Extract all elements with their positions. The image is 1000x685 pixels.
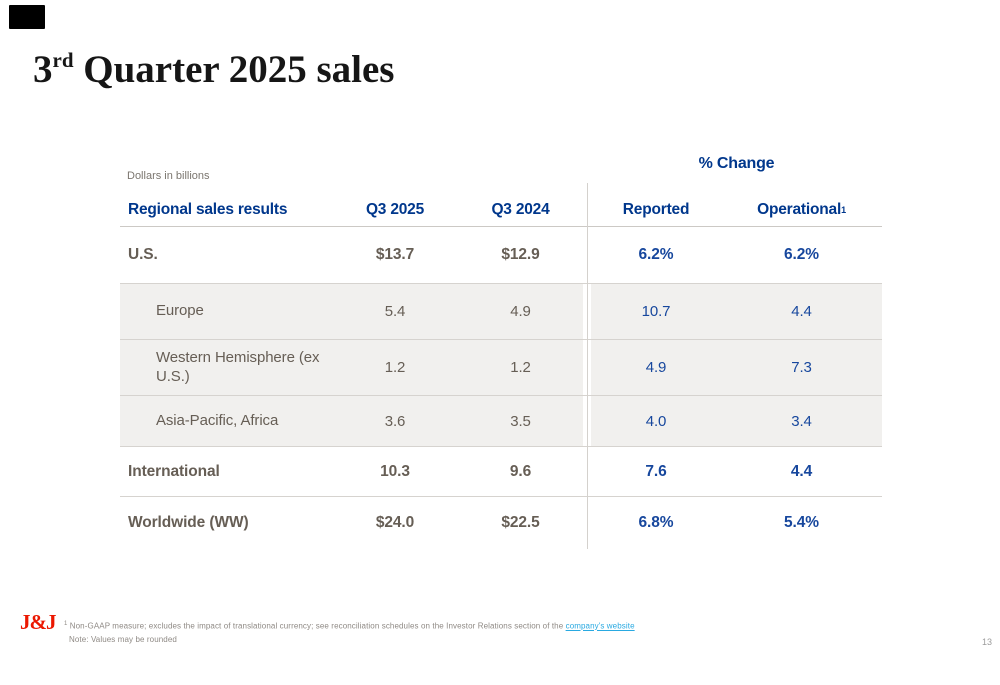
reported-change: 10.7 <box>641 303 671 320</box>
row-label: U.S. <box>128 246 158 264</box>
rounding-note: Note: Values may be rounded <box>69 634 177 644</box>
q3-2024-value: $22.5 <box>501 514 540 531</box>
top-left-marker <box>9 5 45 29</box>
table-row-us: U.S. $13.7 $12.9 6.2% 6.2% <box>120 227 882 284</box>
units-note: Dollars in billions <box>127 170 210 182</box>
column-header-q3-2024: Q3 2024 <box>491 201 550 218</box>
page-number: 13 <box>981 637 992 647</box>
footnote-line: 1 Non-GAAP measure; excludes the impact … <box>64 621 635 631</box>
footnote-text: Non-GAAP measure; excludes the impact of… <box>67 621 566 631</box>
q3-2025-value: 5.4 <box>384 303 406 320</box>
table-meta-area: Dollars in billions % Change <box>120 150 882 194</box>
q3-2025-value: $24.0 <box>375 514 415 531</box>
q3-2025-value: 1.2 <box>384 359 406 376</box>
table-header-row: Regional sales results Q3 2025 Q3 2024 R… <box>120 194 882 227</box>
reported-change: 7.6 <box>645 462 667 480</box>
q3-2024-value: $12.9 <box>501 246 540 263</box>
row-label: International <box>128 462 220 480</box>
reported-change: 6.8% <box>638 514 674 531</box>
q3-2025-value: $13.7 <box>375 246 415 263</box>
operational-change: 3.4 <box>791 412 812 430</box>
title-number: 3 <box>33 48 53 91</box>
q3-2024-value: 1.2 <box>510 359 531 376</box>
q3-2024-value: 4.9 <box>510 303 531 320</box>
reported-change: 4.0 <box>645 412 667 430</box>
q3-2024-value: 9.6 <box>509 462 532 480</box>
operational-change: 6.2% <box>784 246 819 263</box>
percent-change-group-header: % Change <box>698 155 775 172</box>
operational-change: 4.4 <box>790 462 813 480</box>
column-header-label: Regional sales results <box>128 201 288 219</box>
jj-logo: J&J <box>20 610 56 634</box>
table-row-western-hemisphere: Western Hemisphere (ex U.S.) 1.2 1.2 4.9… <box>120 340 882 396</box>
company-website-link[interactable]: company's website <box>565 621 635 631</box>
q3-2024-value: 3.5 <box>510 412 531 430</box>
regional-sales-table: Dollars in billions % Change Regional sa… <box>120 150 882 549</box>
table-row-europe: Europe 5.4 4.9 10.7 4.4 <box>120 284 882 340</box>
footnotes: 1 Non-GAAP measure; excludes the impact … <box>64 621 635 644</box>
q3-2025-value: 3.6 <box>384 412 406 430</box>
section-divider-line <box>587 183 588 549</box>
title-ordinal: rd <box>52 48 74 72</box>
table-row-asia-pacific-africa: Asia-Pacific, Africa 3.6 3.5 4.0 3.4 <box>120 396 882 447</box>
reported-change: 4.9 <box>645 359 667 376</box>
table-row-worldwide: Worldwide (WW) $24.0 $22.5 6.8% 5.4% <box>120 497 882 549</box>
operational-change: 7.3 <box>791 359 812 376</box>
operational-footnote-marker: 1 <box>841 205 846 215</box>
table-row-international: International 10.3 9.6 7.6 4.4 <box>120 447 882 497</box>
row-label: Europe <box>156 302 204 320</box>
operational-change: 4.4 <box>791 303 812 320</box>
page-title: 3rd Quarter 2025 sales <box>33 48 395 92</box>
column-header-reported: Reported <box>622 201 690 218</box>
row-label: Asia-Pacific, Africa <box>156 411 279 429</box>
footnote-marker: 1 <box>64 621 68 627</box>
reported-change: 6.2% <box>638 246 674 263</box>
operational-header-text: Operational <box>757 201 842 218</box>
row-label: Western Hemisphere (ex U.S.) <box>156 348 320 385</box>
operational-change: 5.4% <box>784 514 819 531</box>
row-label: Worldwide (WW) <box>128 514 249 532</box>
title-rest: Quarter 2025 sales <box>73 48 395 91</box>
column-header-q3-2025: Q3 2025 <box>365 201 425 218</box>
q3-2025-value: 10.3 <box>380 462 410 480</box>
column-header-operational: Operational 1 <box>721 194 882 226</box>
